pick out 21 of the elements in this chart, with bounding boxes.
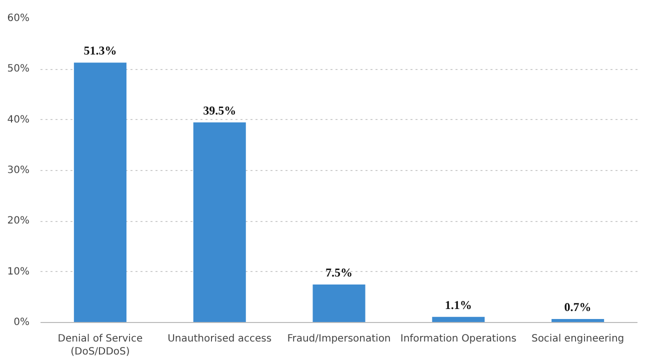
x-tick-label: Denial of Service (DoS/DDoS) (58, 334, 143, 358)
x-tick-label: Unauthorised access (168, 334, 272, 344)
x-tick-label: Information Operations (400, 334, 516, 344)
bar (312, 284, 366, 322)
y-tick-label: 40% (7, 114, 30, 126)
y-tick-label: 10% (7, 266, 30, 278)
data-label: 39.5% (203, 103, 236, 118)
y-tick-label: 50% (7, 64, 30, 75)
data-label: 7.5% (326, 266, 352, 280)
data-label: 51.3% (84, 44, 117, 58)
data-label: 1.1% (444, 298, 472, 312)
x-tick-label: Social engineering (531, 334, 624, 344)
bar (193, 122, 246, 322)
y-tick-label: 60% (7, 13, 30, 24)
x-tick-label: Fraud/Impersonation (287, 334, 391, 344)
y-tick-label: 20% (7, 216, 30, 227)
bar (74, 62, 126, 322)
data-label: 0.7% (564, 300, 592, 314)
y-tick-label: 0% (14, 317, 30, 328)
y-tick-label: 30% (7, 165, 30, 176)
bar (432, 316, 485, 322)
